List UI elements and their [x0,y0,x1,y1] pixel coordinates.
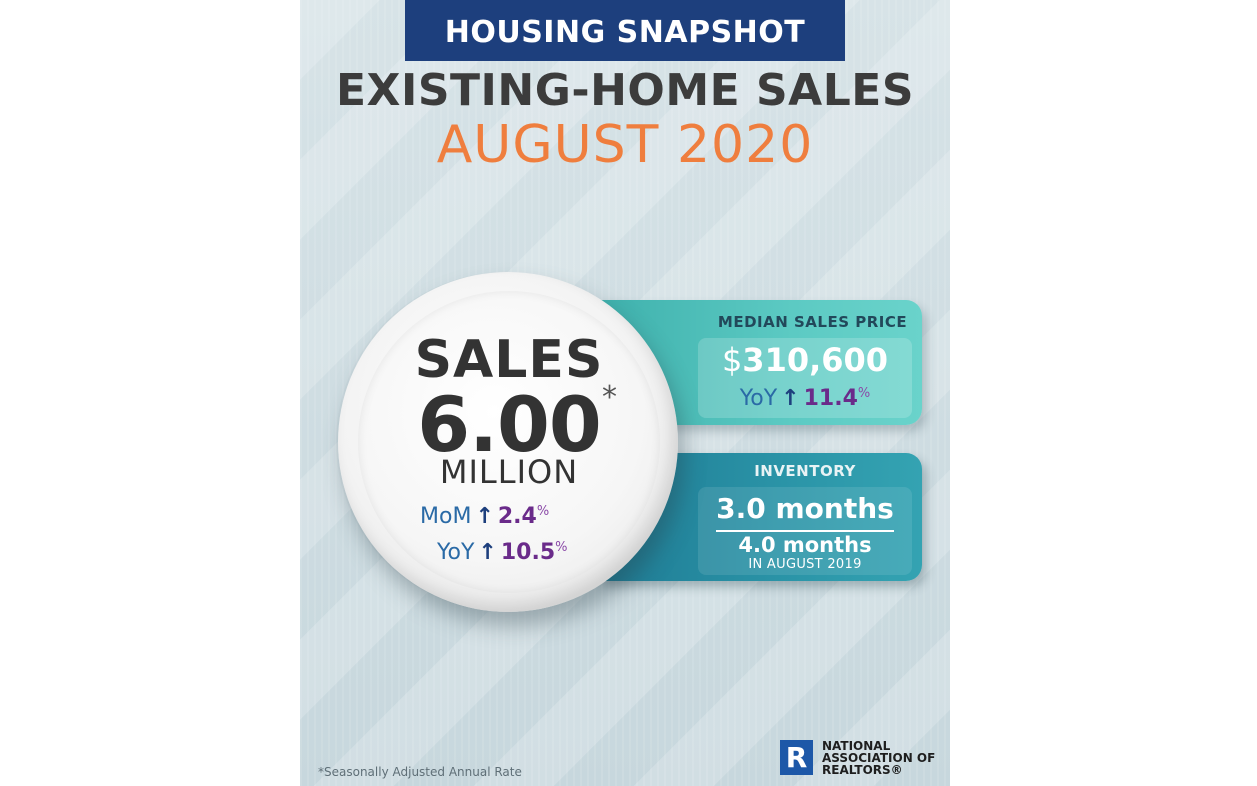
realtor-logo-icon: R [780,740,813,775]
median-yoy-label: YoY [739,386,778,411]
banner-title: HOUSING SNAPSHOT [405,0,845,61]
inventory-prior: 4.0 months [738,533,872,557]
up-arrow-icon: ↑ [478,540,497,565]
sales-yoy-label: YoY [437,540,475,565]
median-price-value: $310,600 [698,341,912,379]
sales-yoy-row: YoY ↑ 10.5% [437,540,568,565]
inventory-prior-note: IN AUGUST 2019 [748,557,862,572]
sales-circle-inner [358,291,660,593]
footnote: *Seasonally Adjusted Annual Rate [318,765,522,779]
currency-symbol: $ [721,341,743,379]
up-arrow-icon: ↑ [781,386,800,411]
up-arrow-icon: ↑ [475,504,494,529]
median-price-box [698,338,912,418]
logo-line-3: REALTORS® [822,763,903,777]
median-yoy-percent-sign: % [857,386,871,401]
mom-value: 2.4 [497,504,537,529]
median-price-title: MEDIAN SALES PRICE [717,313,908,331]
period-title: AUGUST 2020 [436,115,814,175]
inventory-title: INVENTORY [754,462,856,480]
realtor-logo-text: NATIONAL ASSOCIATION OF REALTORS® [822,740,935,776]
sales-unit: MILLION [439,453,579,491]
median-price-yoy-row: YoY ↑ 11.4% [698,386,912,411]
sales-yoy-value: 10.5 [500,540,556,565]
logo-line-1: NATIONAL [822,739,891,753]
sales-label: SALES [414,330,604,390]
median-price-number: 310,600 [742,341,889,379]
mom-percent-sign: % [536,504,550,519]
sales-yoy-percent-sign: % [555,540,568,555]
inventory-current: 3.0 months [716,492,894,525]
inventory-divider [716,530,894,532]
mom-label: MoM [420,504,472,529]
housing-snapshot-poster: HOUSING SNAPSHOT EXISTING-HOME SALES AUG… [300,0,950,786]
logo-line-2: ASSOCIATION OF [822,751,936,765]
sales-asterisk: * [602,380,617,415]
logo-mark-letter: R [785,741,808,774]
sales-value: 6.00 [417,380,602,469]
sales-mom-row: MoM ↑ 2.4% [420,504,549,529]
median-yoy-value: 11.4 [803,386,858,411]
main-title: EXISTING-HOME SALES [335,65,915,116]
